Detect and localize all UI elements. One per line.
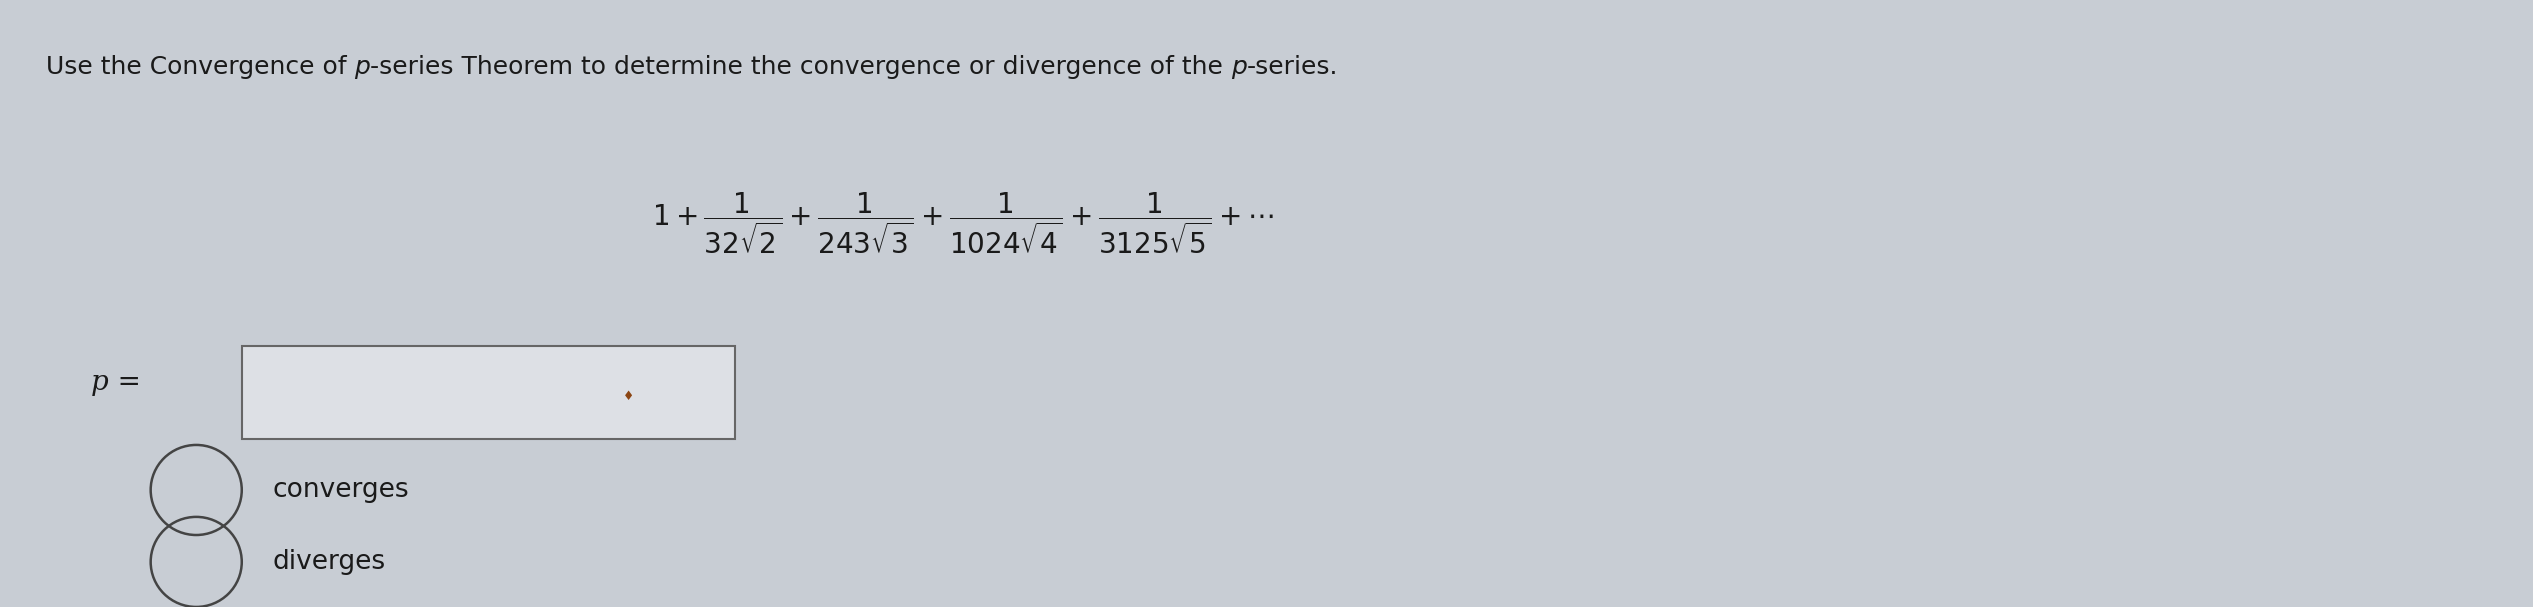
Text: $1 + \dfrac{1}{32\sqrt{2}} + \dfrac{1}{243\sqrt{3}} + \dfrac{1}{1024\sqrt{4}} + : $1 + \dfrac{1}{32\sqrt{2}} + \dfrac{1}{2… bbox=[651, 191, 1274, 256]
Text: diverges: diverges bbox=[271, 549, 385, 575]
Text: p: p bbox=[355, 55, 370, 79]
Text: -series Theorem to determine the convergence or divergence of the: -series Theorem to determine the converg… bbox=[370, 55, 1231, 79]
Text: p =: p = bbox=[91, 368, 139, 396]
Text: Use the Convergence of: Use the Convergence of bbox=[46, 55, 355, 79]
Text: -series.: -series. bbox=[1246, 55, 1337, 79]
Text: p: p bbox=[1231, 55, 1246, 79]
FancyBboxPatch shape bbox=[241, 346, 735, 439]
Text: converges: converges bbox=[271, 477, 408, 503]
Text: ♦: ♦ bbox=[623, 390, 633, 404]
